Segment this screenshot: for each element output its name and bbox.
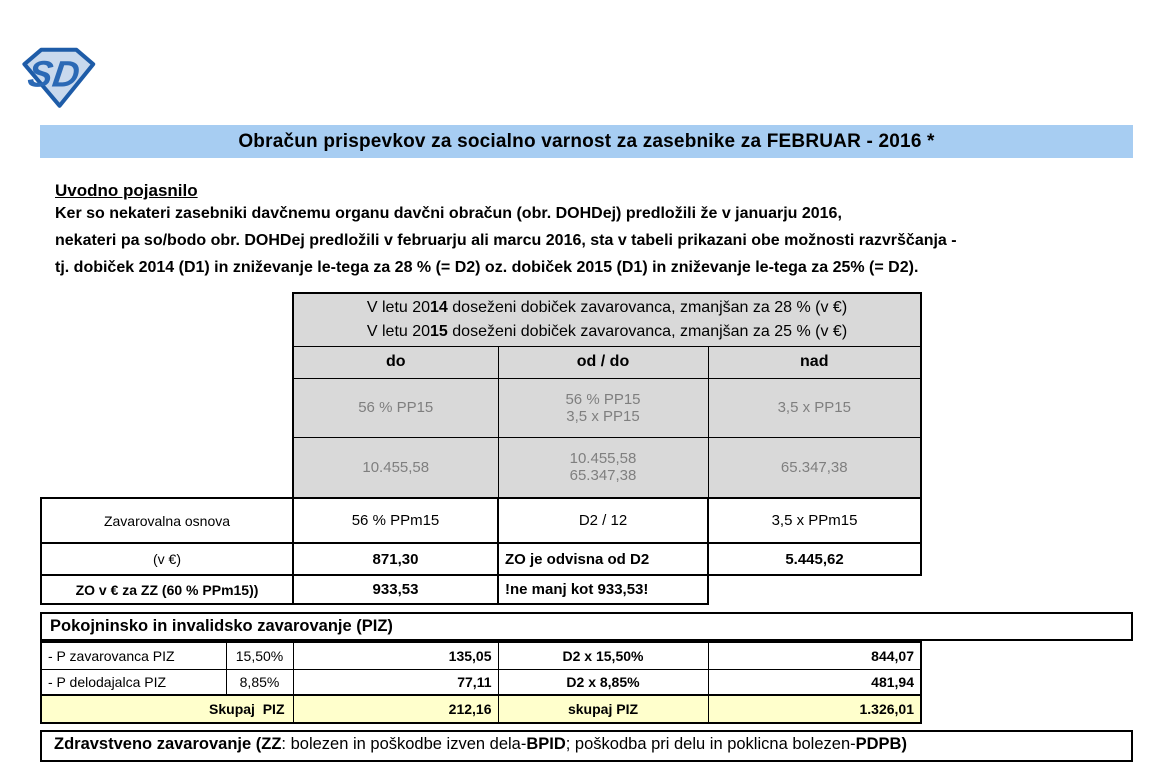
- value-cell: !ne manj kot 933,53!: [497, 574, 709, 605]
- profit-bracket-table: V letu 2014 doseženi dobiček zavarovanca…: [40, 292, 923, 605]
- piz-row-formula: D2 x 15,50%: [497, 641, 709, 670]
- column-header-nad: nad: [707, 345, 923, 379]
- value-cell: 871,30: [292, 542, 499, 576]
- intro-line-3: tj. dobiček 2014 (D1) in zniževanje le-t…: [55, 259, 919, 276]
- bracket-cell: 10.455,58 65.347,38: [497, 436, 709, 499]
- bracket-value: 56 % PP15: [358, 399, 434, 416]
- piz-row-amount: 77,11: [292, 668, 499, 696]
- bracket-cell: 10.455,58: [292, 436, 499, 499]
- piz-section-title: Pokojninsko in invalidsko zavarovanje (P…: [50, 617, 393, 635]
- row-label-v-eur: (v €): [40, 542, 294, 576]
- text-segment: V letu 20: [366, 298, 431, 316]
- bracket-cell: 65.347,38: [707, 436, 923, 499]
- bracket-title-line1: V letu 2014 doseženi dobiček zavarovanca…: [295, 296, 919, 320]
- piz-row-amount2: 481,94: [707, 668, 922, 696]
- piz-total-row: Skupaj PIZ 212,16 skupaj PIZ 1.326,01: [40, 694, 922, 724]
- spacer-cell: [708, 575, 922, 604]
- document-title-bar: Obračun prispevkov za socialno varnost z…: [40, 125, 1133, 158]
- value-cell: 5.445,62: [706, 542, 923, 576]
- table-row: - P delodajalca PIZ 8,85% 77,11 D2 x 8,8…: [40, 668, 922, 696]
- piz-row-percent: 15,50%: [225, 641, 294, 670]
- piz-total-label: Skupaj PIZ: [40, 694, 294, 724]
- text-segment-bold: PDPB): [855, 735, 907, 753]
- piz-section-header: Pokojninsko in invalidsko zavarovanje (P…: [40, 612, 1133, 641]
- spacer-cell: [41, 437, 293, 498]
- bracket-value: 56 % PP15: [565, 390, 641, 408]
- text-segment: V letu 20: [366, 322, 431, 340]
- bracket-title-line2: V letu 2015 doseženi dobiček zavarovanca…: [295, 320, 919, 344]
- text-segment-bold: 15: [430, 322, 448, 340]
- piz-row-formula: D2 x 8,85%: [497, 668, 709, 696]
- osnova-cell-od-do: D2 / 12: [497, 497, 709, 544]
- intro-line-2: nekateri pa so/bodo obr. DOHDej predloži…: [55, 232, 957, 249]
- osnova-cell-nad: 3,5 x PPm15: [706, 497, 923, 544]
- text-segment: : bolezen in poškodbe izven dela-: [281, 735, 527, 753]
- piz-total-amount: 212,16: [292, 694, 499, 724]
- text-segment: doseženi dobiček zavarovanca, zmanjšan z…: [447, 298, 848, 316]
- page-title: Obračun prispevkov za socialno varnost z…: [238, 130, 935, 152]
- spacer-cell: [41, 293, 293, 346]
- bracket-value: 65.347,38: [780, 458, 848, 476]
- bracket-table-title: V letu 2014 doseženi dobiček zavarovanca…: [291, 292, 923, 347]
- piz-total-formula-label: skupaj PIZ: [497, 694, 709, 724]
- bracket-cell: 56 % PP15: [292, 377, 499, 438]
- spacer-cell: [41, 378, 293, 437]
- bracket-value: 10.455,58: [569, 450, 637, 468]
- bracket-value: 65.347,38: [569, 467, 637, 485]
- piz-row-label: - P zavarovanca PIZ: [40, 641, 227, 670]
- bracket-value: 10.455,58: [362, 458, 430, 476]
- logo-letters: SD: [25, 54, 82, 95]
- text-segment-bold: 14: [430, 298, 448, 316]
- value-cell: 933,53: [292, 574, 499, 605]
- text-segment: doseženi dobiček zavarovanca, zmanjšan z…: [447, 322, 848, 340]
- osnova-cell-do: 56 % PPm15: [292, 497, 499, 544]
- intro-line-1: Ker so nekateri zasebniki davčnemu organ…: [55, 205, 842, 222]
- table-row: - P zavarovanca PIZ 15,50% 135,05 D2 x 1…: [40, 641, 922, 670]
- value-cell: ZO je odvisna od D2: [497, 542, 709, 576]
- text-segment-bold: Zdravstveno zavarovanje (ZZ: [54, 735, 282, 753]
- row-label-zavarovalna-osnova: Zavarovalna osnova: [40, 497, 294, 544]
- intro-heading: Uvodno pojasnilo: [55, 181, 198, 200]
- piz-row-amount2: 844,07: [707, 641, 922, 670]
- spacer-cell: [41, 346, 293, 378]
- piz-row-percent: 8,85%: [225, 668, 294, 696]
- bracket-cell: 3,5 x PP15: [707, 377, 923, 438]
- column-header-do: do: [292, 345, 499, 379]
- zz-section-header: Zdravstveno zavarovanje (ZZ: bolezen in …: [40, 730, 1133, 762]
- column-header-od-do: od / do: [497, 345, 709, 379]
- text-segment: ; poškodba pri delu in poklicna bolezen-: [565, 735, 856, 753]
- piz-row-amount: 135,05: [292, 641, 499, 670]
- row-label-zo-zz: ZO v € za ZZ (60 % PPm15)): [40, 574, 294, 605]
- text-segment-bold: BPID: [526, 735, 566, 753]
- piz-total-amount2: 1.326,01: [707, 694, 922, 724]
- sd-diamond-logo: SD: [18, 45, 98, 109]
- bracket-value: 3,5 x PP15: [777, 399, 851, 416]
- piz-contributions-table: - P zavarovanca PIZ 15,50% 135,05 D2 x 1…: [40, 641, 922, 724]
- bracket-value: 3,5 x PP15: [566, 407, 640, 425]
- sd-diamond-logo-icon: SD: [22, 47, 96, 108]
- bracket-cell: 56 % PP15 3,5 x PP15: [497, 377, 709, 438]
- piz-row-label: - P delodajalca PIZ: [40, 668, 227, 696]
